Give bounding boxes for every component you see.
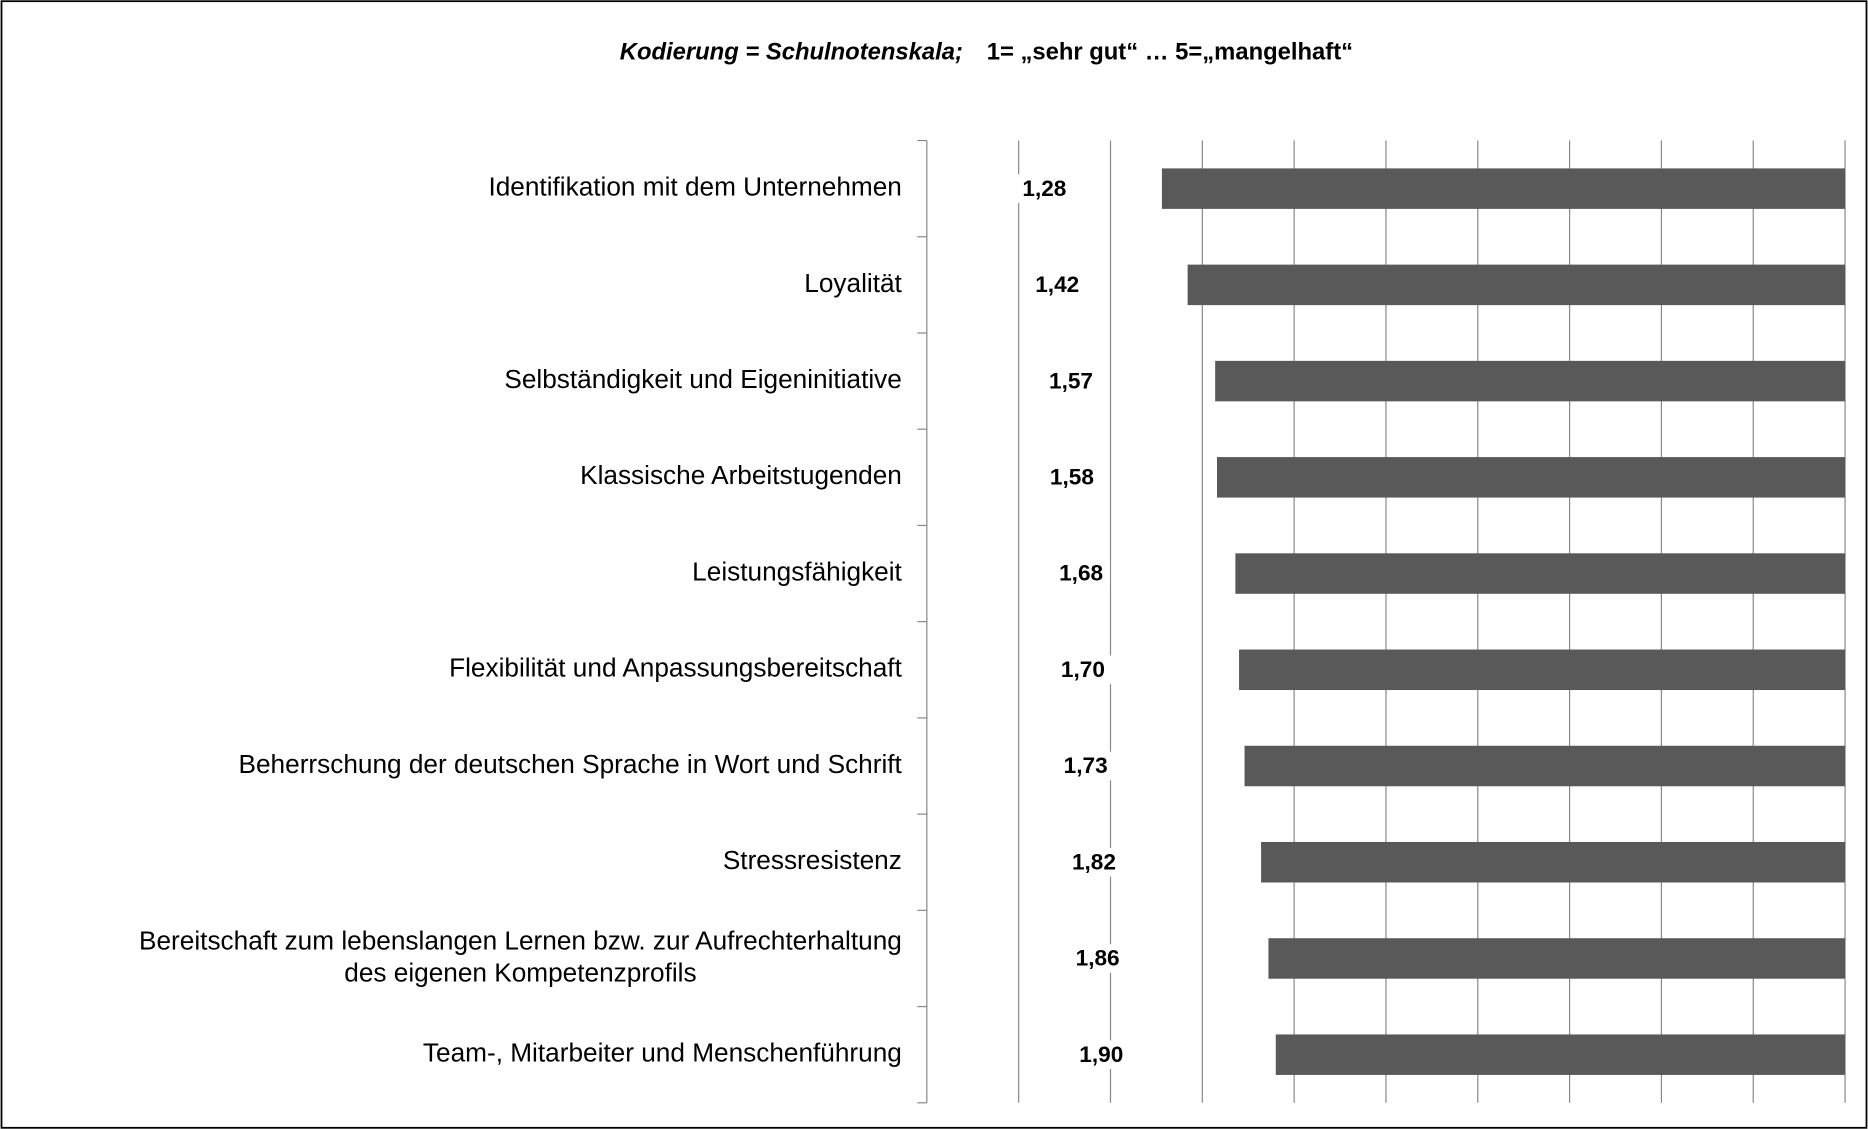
value-label: 1,82 xyxy=(1072,849,1116,874)
value-label: 1,58 xyxy=(1050,464,1094,489)
value-label: 1,70 xyxy=(1061,657,1105,682)
label-bg xyxy=(1054,655,1112,685)
bar xyxy=(1239,649,1846,691)
bar xyxy=(1235,553,1846,594)
label-line: des eigenen Kompetenzprofils xyxy=(344,957,696,987)
y-tick-label: Bereitschaft zum lebenslangen Lernen bzw… xyxy=(139,925,902,987)
y-tick-label: Identifikation mit dem Unternehmen xyxy=(488,172,901,202)
title-part: Kodierung = Schulnotenskala; xyxy=(620,39,963,66)
bar xyxy=(1261,841,1846,883)
y-tick-label: Team-, Mitarbeiter und Menschenführung xyxy=(423,1038,902,1068)
title-part: 1= „sehr gut“ … 5=„mangelhaft“ xyxy=(987,39,1353,66)
label-bg xyxy=(1072,1040,1130,1069)
chart-title: Kodierung = Schulnotenskala; 1= „sehr gut… xyxy=(620,39,1353,66)
label-bg xyxy=(1043,463,1101,492)
bar xyxy=(1217,457,1846,498)
label-line: Bereitschaft zum lebenslangen Lernen bzw… xyxy=(139,925,902,955)
label-bg xyxy=(1042,366,1100,396)
value-label: 1,68 xyxy=(1059,561,1103,586)
label-bg xyxy=(1069,944,1127,973)
value-label: 1,57 xyxy=(1049,368,1093,393)
label-bg xyxy=(1057,751,1115,781)
value-label: 1,28 xyxy=(1022,176,1066,201)
label-bg xyxy=(1015,174,1073,203)
bar xyxy=(1268,938,1846,979)
y-tick-label: Beherrschung der deutschen Sprache in Wo… xyxy=(239,749,903,779)
value-label: 1,73 xyxy=(1064,753,1108,778)
y-tick-label: Flexibilität und Anpassungsbereitschaft xyxy=(449,653,902,683)
value-label: 1,86 xyxy=(1076,946,1120,971)
label-bg xyxy=(1065,847,1123,877)
bar xyxy=(1215,360,1846,402)
bar xyxy=(1275,1034,1846,1075)
y-tick-label: Selbständigkeit und Eigeninitiative xyxy=(504,364,901,394)
value-label: 1,90 xyxy=(1079,1042,1123,1067)
bar xyxy=(1244,745,1846,787)
bar xyxy=(1187,264,1846,306)
label-bg xyxy=(1028,270,1086,300)
y-tick-label: Loyalität xyxy=(804,268,902,298)
y-tick-label: Klassische Arbeitstugenden xyxy=(580,460,902,490)
label-bg xyxy=(1052,559,1110,588)
bar xyxy=(1161,168,1846,209)
y-tick-label: Leistungsfähigkeit xyxy=(692,556,902,586)
value-label: 1,42 xyxy=(1035,272,1079,297)
y-tick-label: Stressresistenz xyxy=(723,845,902,875)
